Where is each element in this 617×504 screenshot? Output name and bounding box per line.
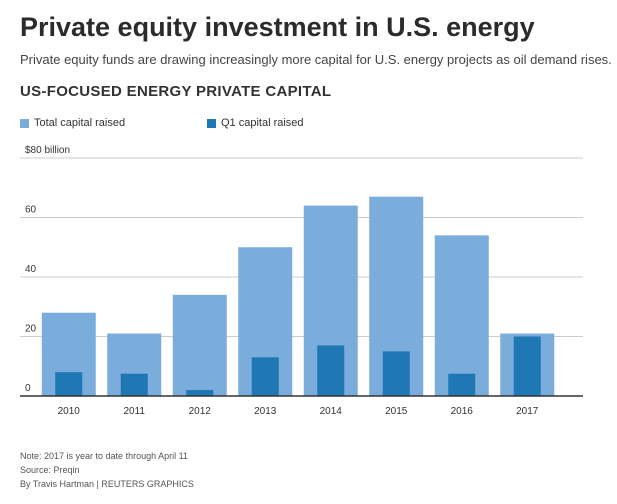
chart-subtitle: Private equity funds are drawing increas… bbox=[20, 52, 612, 67]
bar-total bbox=[172, 294, 227, 396]
chart-section-heading: US-FOCUSED ENERGY PRIVATE CAPITAL bbox=[20, 83, 332, 100]
y-tick-label: $80 billion bbox=[25, 145, 70, 156]
bar-q1 bbox=[186, 390, 214, 396]
x-tick-label: 2011 bbox=[123, 406, 145, 417]
y-tick-label: 40 bbox=[25, 264, 37, 275]
footer-credit: By Travis Hartman | REUTERS GRAPHICS bbox=[20, 479, 194, 489]
bar-q1 bbox=[317, 345, 345, 396]
x-tick-label: 2012 bbox=[189, 406, 212, 417]
bar-q1 bbox=[382, 351, 410, 396]
y-tick-label: 20 bbox=[25, 324, 37, 335]
footer-note: Note: 2017 is year to date through April… bbox=[20, 451, 188, 461]
x-tick-label: 2014 bbox=[320, 406, 343, 417]
bar-chart: 0 20 40 60 $80 billion 2010 2011 2012 2013 2014 20… bbox=[20, 145, 583, 417]
chart-title: Private equity investment in U.S. energy bbox=[20, 12, 535, 42]
legend-swatch-total bbox=[20, 118, 29, 128]
bar-q1 bbox=[513, 336, 541, 396]
legend-label-q1: Q1 capital raised bbox=[221, 117, 304, 129]
legend-item-q1: Q1 capital raised bbox=[207, 117, 304, 129]
x-tick-label: 2017 bbox=[516, 406, 539, 417]
bar-q1 bbox=[448, 373, 476, 396]
bar-q1 bbox=[55, 372, 83, 396]
bar-total bbox=[434, 235, 489, 396]
bar-q1 bbox=[251, 357, 279, 396]
legend-item-total: Total capital raised bbox=[20, 117, 125, 129]
legend-label-total: Total capital raised bbox=[34, 117, 126, 129]
bar-q1 bbox=[120, 373, 148, 396]
x-tick-label: 2013 bbox=[254, 406, 277, 417]
x-tick-label: 2010 bbox=[58, 406, 81, 417]
x-tick-label: 2016 bbox=[451, 406, 474, 417]
x-tick-label: 2015 bbox=[385, 406, 408, 417]
legend-swatch-q1 bbox=[207, 118, 216, 128]
footer-source: Source: Preqin bbox=[20, 465, 80, 475]
y-tick-label: 0 bbox=[25, 383, 31, 394]
y-tick-label: 60 bbox=[25, 205, 37, 216]
